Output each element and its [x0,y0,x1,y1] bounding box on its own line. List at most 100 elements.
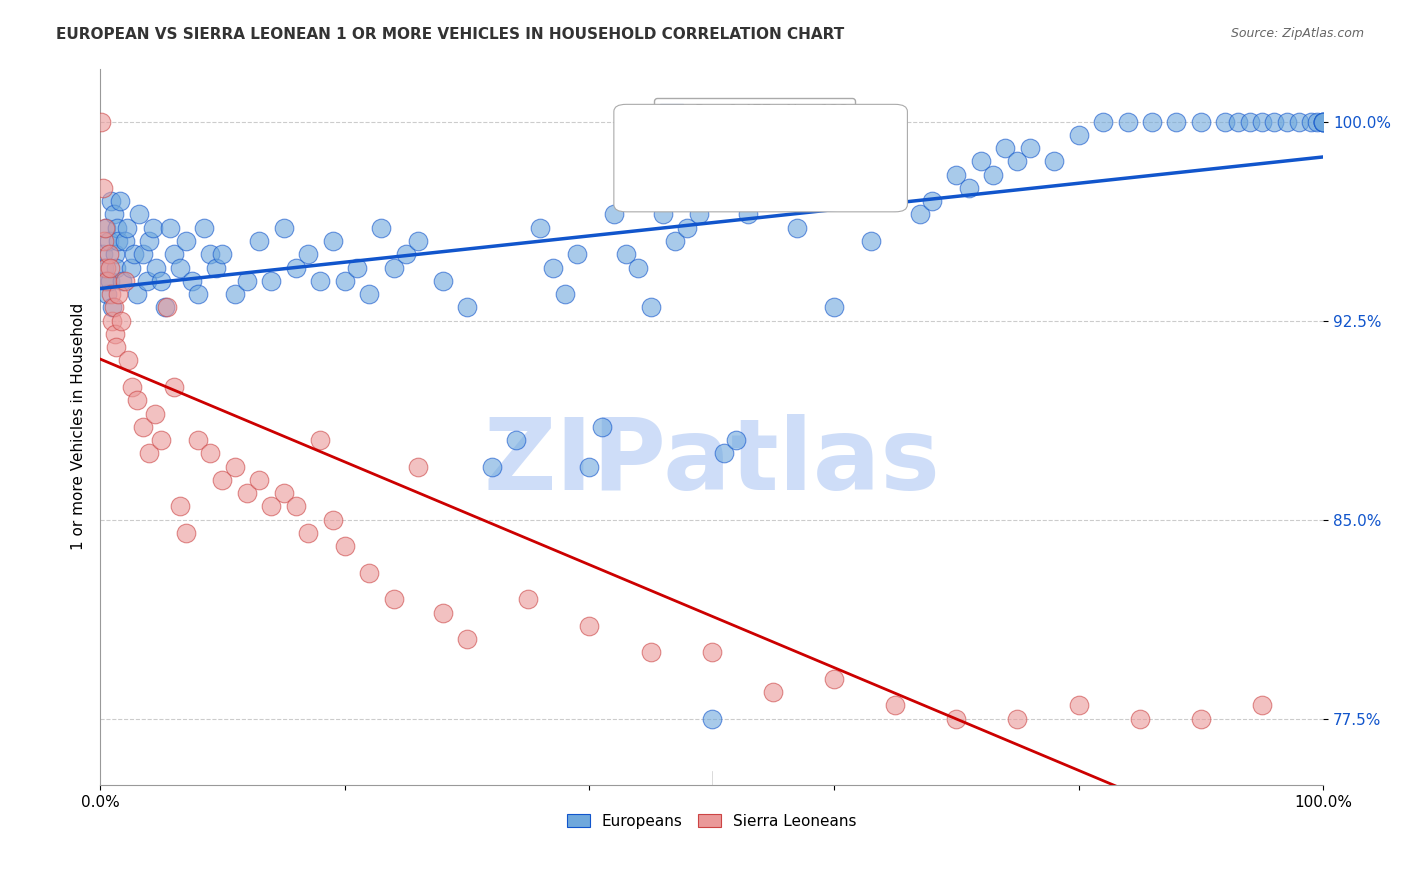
Point [100,194,122,209]
Point [124,247,146,261]
Point [640,301,662,315]
Point [432,274,454,288]
Point [121,380,143,394]
Point [432,606,454,620]
Point [1251,114,1274,128]
Point [120,260,142,275]
Point [111,274,134,288]
Point [153,301,176,315]
Point [994,141,1017,155]
Point [799,181,821,195]
Point [260,274,283,288]
Point [224,287,246,301]
Point [603,207,626,221]
Point [200,247,222,261]
Point [132,419,155,434]
Point [125,393,148,408]
Point [193,220,215,235]
Point [101,313,124,327]
Point [370,220,392,235]
Point [749,194,772,209]
Point [115,220,138,235]
Point [333,274,356,288]
Point [284,500,307,514]
Point [96,220,118,235]
Point [108,194,131,209]
Point [162,380,184,394]
Point [1007,154,1029,169]
Point [541,260,564,275]
Point [395,247,418,261]
Point [456,301,478,315]
Point [236,274,259,288]
Point [101,301,124,315]
Point [150,433,173,447]
Point [98,274,121,288]
Point [591,419,613,434]
Point [517,592,540,607]
Point [98,260,121,275]
Point [322,513,344,527]
FancyBboxPatch shape [614,104,907,211]
Point [1306,114,1329,128]
Point [1312,114,1334,128]
Point [169,500,191,514]
Legend: Europeans, Sierra Leoneans: Europeans, Sierra Leoneans [561,807,863,835]
Point [859,234,882,248]
Point [346,260,368,275]
Point [1007,712,1029,726]
Point [138,234,160,248]
Point [260,500,283,514]
Point [1288,114,1310,128]
Point [1312,114,1334,128]
Point [1312,114,1334,128]
Point [1299,114,1322,128]
Point [247,234,270,248]
Point [117,353,139,368]
Point [713,446,735,460]
Point [104,247,127,261]
Point [103,301,125,315]
Point [700,645,723,659]
Text: Source: ZipAtlas.com: Source: ZipAtlas.com [1230,27,1364,40]
Point [273,486,295,500]
Point [1263,114,1285,128]
Point [125,287,148,301]
Point [725,433,748,447]
Point [1018,141,1040,155]
Point [565,247,588,261]
Point [333,539,356,553]
Point [132,247,155,261]
Point [884,194,907,209]
Point [1239,114,1261,128]
Point [529,220,551,235]
Point [1116,114,1139,128]
Point [406,459,429,474]
Y-axis label: 1 or more Vehicles in Household: 1 or more Vehicles in Household [72,303,86,550]
Point [273,220,295,235]
Point [481,459,503,474]
Point [908,207,931,221]
Point [786,220,808,235]
Point [93,260,115,275]
Point [1140,114,1163,128]
Point [105,220,128,235]
Point [114,274,136,288]
Point [456,632,478,647]
Point [90,114,112,128]
Point [159,220,181,235]
Point [322,234,344,248]
Point [187,433,209,447]
Point [93,234,115,248]
Point [211,473,233,487]
Point [174,234,197,248]
Point [823,672,845,686]
Point [107,234,129,248]
Point [94,274,117,288]
Point [145,260,167,275]
Point [762,685,785,699]
Point [762,181,785,195]
Point [180,274,202,288]
Point [1043,154,1066,169]
Point [138,446,160,460]
